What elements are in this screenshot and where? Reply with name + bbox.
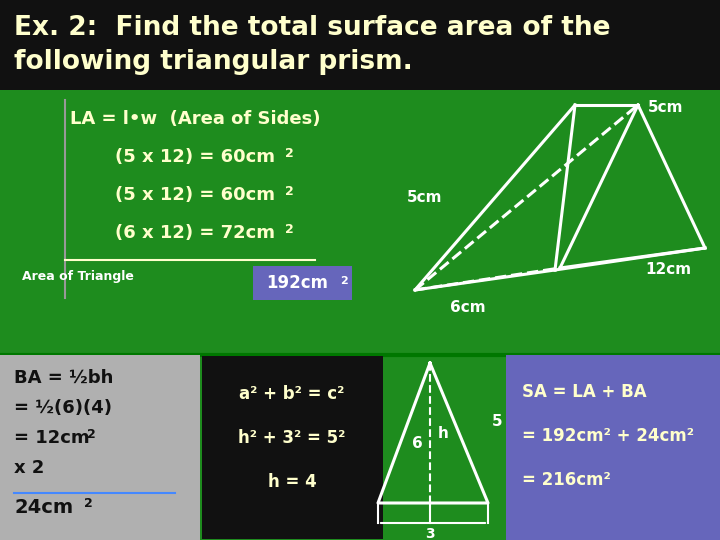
Text: 2: 2 (285, 147, 294, 160)
Text: LA = l•w  (Area of Sides): LA = l•w (Area of Sides) (70, 110, 320, 128)
Text: SA = LA + BA: SA = LA + BA (522, 383, 647, 401)
Text: h: h (438, 426, 449, 441)
FancyBboxPatch shape (0, 355, 200, 540)
Text: 3: 3 (426, 527, 435, 540)
Text: x 2: x 2 (14, 459, 45, 477)
Text: (5 x 12) = 60cm: (5 x 12) = 60cm (115, 186, 275, 204)
FancyBboxPatch shape (0, 0, 720, 90)
Text: 6: 6 (412, 435, 423, 450)
Text: 2: 2 (340, 276, 348, 286)
Text: = 12cm: = 12cm (14, 429, 89, 447)
Text: BA = ½bh: BA = ½bh (14, 369, 113, 387)
Text: 2: 2 (285, 223, 294, 236)
Text: Area of Triangle: Area of Triangle (22, 270, 134, 283)
Text: = 192cm² + 24cm²: = 192cm² + 24cm² (522, 427, 694, 445)
Text: (5 x 12) = 60cm: (5 x 12) = 60cm (115, 148, 275, 166)
Text: (6 x 12) = 72cm: (6 x 12) = 72cm (115, 224, 275, 242)
Text: 24cm: 24cm (14, 498, 73, 517)
Text: 2: 2 (84, 497, 93, 510)
Text: 5: 5 (492, 414, 503, 429)
Text: 192cm: 192cm (266, 274, 328, 292)
Text: 6cm: 6cm (450, 300, 486, 315)
Text: h = 4: h = 4 (268, 473, 316, 491)
Text: 5cm: 5cm (648, 100, 683, 115)
Text: 12cm: 12cm (645, 262, 691, 277)
Text: 2: 2 (285, 185, 294, 198)
Text: 2: 2 (87, 428, 96, 441)
FancyBboxPatch shape (253, 266, 352, 300)
Text: Ex. 2:  Find the total surface area of the
following triangular prism.: Ex. 2: Find the total surface area of th… (14, 15, 611, 75)
Text: = 216cm²: = 216cm² (522, 471, 611, 489)
Text: a² + b² = c²: a² + b² = c² (239, 385, 345, 403)
Text: = ½(6)(4): = ½(6)(4) (14, 399, 112, 417)
FancyBboxPatch shape (202, 356, 383, 539)
Text: 5cm: 5cm (407, 191, 443, 206)
Text: h² + 3² = 5²: h² + 3² = 5² (238, 429, 346, 447)
FancyBboxPatch shape (506, 355, 720, 540)
